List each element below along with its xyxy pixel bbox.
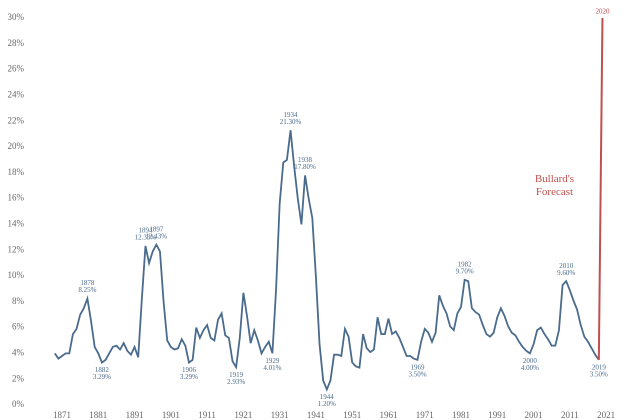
annotation-year: 1919 bbox=[229, 371, 244, 379]
y-tick-label: 14% bbox=[8, 218, 25, 228]
x-tick-label: 1891 bbox=[126, 410, 144, 420]
x-tick-label: 2011 bbox=[561, 410, 579, 420]
annotation-value: 9.60% bbox=[557, 269, 575, 277]
annotation-value: 1.20% bbox=[318, 400, 336, 408]
y-tick-label: 2% bbox=[12, 373, 25, 383]
y-tick-label: 30% bbox=[8, 12, 25, 22]
annotation-year: 1906 bbox=[182, 366, 197, 374]
y-tick-label: 10% bbox=[8, 270, 25, 280]
annotation-value: 3.50% bbox=[408, 370, 426, 378]
annotation-value: 12.43% bbox=[146, 232, 168, 240]
series-line bbox=[597, 17, 604, 360]
annotation-year: 1934 bbox=[284, 111, 299, 119]
y-tick-label: 0% bbox=[12, 399, 25, 409]
x-tick-label: 1991 bbox=[488, 410, 506, 420]
annotation-value: 9.70% bbox=[456, 267, 474, 275]
y-tick-label: 26% bbox=[8, 64, 25, 74]
annotation-year: 1929 bbox=[265, 357, 280, 365]
annotation-year: 2010 bbox=[559, 262, 574, 270]
annotation-value: 8.25% bbox=[78, 286, 96, 294]
y-tick-label: 24% bbox=[8, 89, 25, 99]
y-tick-label: 18% bbox=[8, 167, 25, 177]
x-tick-label: 1881 bbox=[89, 410, 107, 420]
x-tick-label: 2021 bbox=[597, 410, 615, 420]
annotation-value: 12.33% bbox=[135, 234, 157, 242]
x-tick-label: 1961 bbox=[379, 410, 397, 420]
annotation-year: 1882 bbox=[95, 366, 110, 374]
annotation-value: 3.29% bbox=[93, 373, 111, 381]
annotation-value: 3.50% bbox=[590, 370, 608, 378]
y-tick-label: 6% bbox=[12, 322, 25, 332]
annotation-year: 1938 bbox=[298, 156, 313, 164]
annotation-year: 2020 bbox=[595, 8, 610, 16]
annotation-year: 2000 bbox=[523, 357, 538, 365]
x-tick-label: 1931 bbox=[271, 410, 289, 420]
annotation-value: 21.30% bbox=[280, 118, 302, 126]
x-tick-label: 1971 bbox=[416, 410, 434, 420]
forecast-label: Bullard's Forecast bbox=[534, 172, 575, 198]
y-tick-label: 8% bbox=[12, 296, 25, 306]
annotation-year: 2019 bbox=[592, 363, 607, 371]
y-tick-label: 4% bbox=[12, 347, 25, 357]
annotation-year: 1894 bbox=[138, 227, 153, 235]
annotation-value: 17.80% bbox=[294, 163, 316, 171]
annotation-year: 1944 bbox=[320, 393, 335, 401]
y-tick-label: 16% bbox=[8, 193, 25, 203]
series-line bbox=[54, 130, 600, 392]
annotation-value: 3.29% bbox=[180, 373, 198, 381]
x-tick-label: 1901 bbox=[162, 410, 180, 420]
y-tick-label: 22% bbox=[8, 115, 25, 125]
x-tick-label: 1981 bbox=[452, 410, 470, 420]
annotation-year: 1878 bbox=[80, 279, 95, 287]
y-tick-label: 20% bbox=[8, 141, 25, 151]
annotation-value: 2.93% bbox=[227, 378, 245, 386]
annotation-value: 4.01% bbox=[263, 364, 281, 372]
x-tick-label: 1871 bbox=[53, 410, 71, 420]
annotation-year: 1897 bbox=[149, 225, 164, 233]
annotation-year: 1969 bbox=[410, 363, 425, 371]
annotation-value: 4.00% bbox=[521, 364, 539, 372]
y-tick-label: 12% bbox=[8, 244, 25, 254]
y-tick-label: 28% bbox=[8, 38, 25, 48]
annotation-year: 1982 bbox=[458, 260, 473, 268]
x-tick-label: 1941 bbox=[307, 410, 325, 420]
x-tick-label: 1921 bbox=[234, 410, 252, 420]
x-tick-label: 1911 bbox=[198, 410, 216, 420]
x-tick-label: 1951 bbox=[343, 410, 361, 420]
x-tick-label: 2001 bbox=[525, 410, 543, 420]
